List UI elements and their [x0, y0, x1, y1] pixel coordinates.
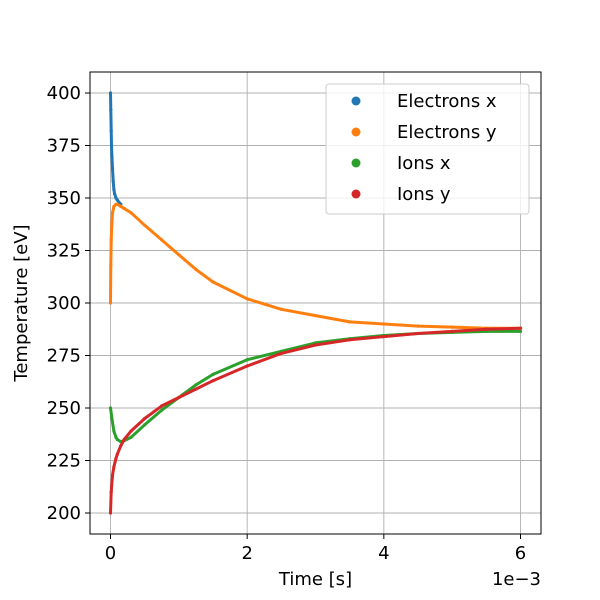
data-point-ions-y — [348, 338, 352, 342]
data-point-electrons-y — [108, 301, 113, 305]
data-point-ions-y — [211, 379, 215, 383]
data-point-ions-x — [115, 437, 119, 442]
data-point-electrons-x — [109, 143, 114, 148]
data-point-electrons-y — [279, 307, 283, 311]
data-point-ions-y — [108, 511, 113, 515]
x-axis-offset-label: 1e−3 — [492, 569, 541, 590]
x-tick-label: 4 — [378, 543, 389, 564]
data-point-electrons-x — [113, 192, 117, 196]
data-point-electrons-y — [194, 267, 198, 271]
data-point-ions-y — [416, 331, 420, 336]
data-point-ions-x — [112, 429, 116, 433]
data-point-electrons-x — [108, 91, 113, 95]
legend-label-ions-y: Ions y — [397, 184, 451, 205]
data-point-electrons-y — [119, 204, 123, 208]
data-point-ions-x — [194, 383, 198, 387]
data-point-electrons-y — [348, 320, 352, 324]
data-point-electrons-x — [112, 188, 116, 192]
data-point-ions-x — [129, 435, 133, 439]
data-point-electrons-y — [109, 263, 113, 267]
data-point-electrons-y — [245, 297, 249, 301]
legend: Electrons x Electrons y Ions x Ions y — [325, 83, 530, 215]
legend-label-electrons-x: Electrons x — [397, 91, 497, 112]
data-point-ions-y — [129, 429, 133, 433]
x-tick-label: 6 — [515, 543, 526, 564]
data-point-electrons-y — [211, 280, 215, 284]
y-tick-label: 325 — [47, 241, 81, 262]
data-point-ions-x — [245, 358, 249, 362]
data-point-ions-y — [115, 452, 119, 456]
y-tick-label: 250 — [47, 398, 81, 419]
data-point-ions-y — [245, 364, 249, 368]
data-point-electrons-y — [177, 253, 181, 257]
y-tick-label: 200 — [47, 503, 81, 524]
y-axis-label: Temperature [eV] — [11, 224, 32, 382]
y-tick-label: 350 — [47, 188, 81, 209]
data-point-ions-y — [518, 326, 523, 330]
y-tick-label: 225 — [47, 451, 81, 472]
data-point-ions-y — [484, 327, 488, 331]
data-point-electrons-x — [111, 179, 115, 183]
data-point-ions-y — [109, 490, 113, 494]
data-point-ions-y — [143, 416, 147, 421]
data-point-electrons-y — [122, 206, 126, 211]
data-point-ions-x — [108, 406, 113, 410]
data-point-electrons-y — [110, 211, 115, 215]
data-point-electrons-y — [450, 325, 454, 329]
data-point-electrons-x — [110, 167, 115, 171]
y-tick-label: 400 — [47, 83, 81, 104]
data-point-electrons-x — [109, 108, 113, 112]
data-point-ions-x — [143, 423, 147, 427]
data-point-electrons-y — [160, 238, 164, 242]
y-tick-label: 375 — [47, 136, 81, 157]
legend-frame — [325, 83, 530, 215]
x-tick-label: 2 — [241, 543, 252, 564]
data-point-ions-y — [114, 456, 118, 460]
data-point-ions-y — [122, 437, 126, 442]
legend-marker-ions-x — [351, 158, 361, 168]
legend-label-electrons-y: Electrons y — [397, 122, 497, 143]
data-point-ions-y — [110, 473, 115, 477]
legend-marker-electrons-x — [351, 96, 361, 106]
data-point-electrons-y — [382, 322, 386, 326]
data-point-ions-y — [112, 465, 116, 469]
legend-marker-ions-y — [351, 189, 361, 199]
data-point-ions-x — [518, 329, 523, 333]
data-point-electrons-y — [115, 202, 119, 206]
data-point-electrons-x — [109, 129, 113, 133]
data-point-electrons-y — [416, 324, 420, 328]
data-point-ions-y — [177, 395, 181, 400]
y-tick-label: 300 — [47, 293, 81, 314]
axis-ticks: 0 2 4 6 200 225 250 275 300 325 350 375 400 — [47, 83, 527, 564]
data-point-ions-y — [450, 329, 454, 333]
data-point-ions-y — [160, 404, 164, 408]
data-point-ions-y — [382, 335, 386, 339]
data-point-electrons-x — [110, 154, 114, 158]
legend-marker-electrons-y — [351, 127, 361, 137]
data-point-ions-x — [211, 372, 215, 376]
legend-label-ions-x: Ions x — [397, 153, 451, 174]
data-point-ions-y — [194, 387, 198, 391]
data-point-electrons-y — [112, 204, 116, 208]
data-point-ions-x — [110, 416, 114, 421]
y-tick-label: 275 — [47, 346, 81, 367]
x-tick-label: 0 — [105, 543, 116, 564]
data-point-ions-y — [119, 444, 123, 448]
data-point-electrons-y — [143, 223, 147, 227]
data-point-ions-y — [279, 351, 283, 355]
data-point-electrons-y — [129, 211, 133, 215]
data-point-electrons-y — [109, 238, 113, 242]
data-point-electrons-x — [115, 198, 119, 202]
data-point-electrons-y — [110, 221, 114, 225]
data-point-ions-y — [313, 343, 318, 347]
data-point-electrons-y — [313, 314, 318, 318]
data-series — [108, 91, 523, 515]
x-axis-label: Time [s] — [278, 569, 352, 590]
data-point-ions-x — [160, 408, 164, 412]
